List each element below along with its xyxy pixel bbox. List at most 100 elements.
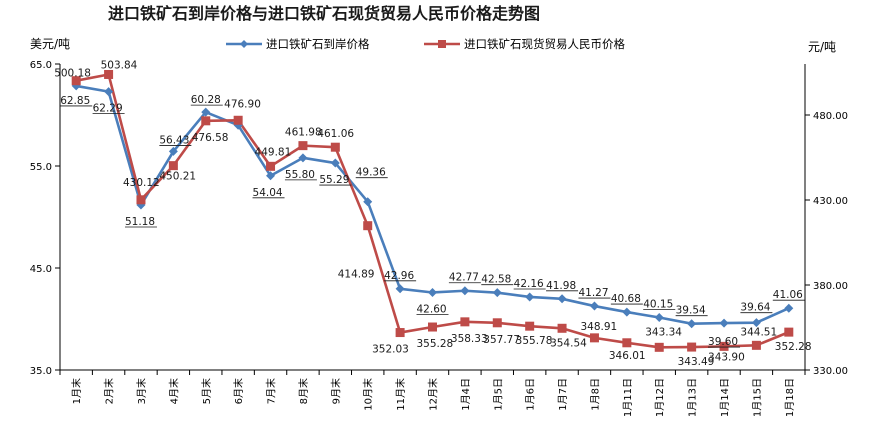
legend-item-series-1: 进口铁矿石到岸价格 [226, 37, 370, 51]
x-category-label: 2月末 [103, 378, 116, 404]
data-label-series-2: 461.06 [317, 128, 354, 140]
x-category-label: 1月15日 [751, 378, 763, 417]
x-category-label: 1月6日 [525, 378, 537, 411]
x-category-label: 9月末 [329, 378, 342, 404]
data-label-series-2: 500.18 [54, 68, 91, 80]
series-1-point [654, 312, 664, 322]
x-category-label: 1月13日 [687, 378, 699, 417]
series-2-point [784, 327, 794, 337]
data-label-series-1: 40.68 [611, 293, 641, 305]
series-1-point [266, 171, 276, 181]
series-2-point [266, 161, 276, 171]
x-category-label: 1月末 [70, 378, 83, 404]
series-1-point [428, 287, 437, 297]
series-2-point [395, 328, 405, 338]
data-label-series-1: 60.28 [191, 94, 221, 106]
series-1-point [589, 301, 599, 311]
series-1-point [330, 158, 340, 168]
left-tick-label: 35.0 [30, 366, 52, 377]
series-1-point [395, 284, 405, 294]
x-category-label: 7月末 [265, 378, 278, 404]
series-2-point [428, 322, 437, 332]
left-tick-label: 45.0 [30, 264, 52, 275]
x-category-label: 1月14日 [719, 378, 731, 417]
data-label-series-1: 42.77 [449, 272, 479, 284]
series-2-point [330, 142, 340, 152]
series-1-point [751, 318, 761, 328]
legend-label-series-1: 进口铁矿石到岸价格 [266, 37, 370, 51]
series-2-point [557, 323, 567, 333]
x-category-label: 1月7日 [557, 378, 569, 411]
series-1-point [719, 318, 729, 328]
data-label-series-1: 41.27 [578, 287, 608, 299]
x-category-label: 8月末 [297, 378, 310, 404]
series-2-point [589, 333, 599, 343]
series-2-point [168, 161, 178, 171]
x-category-label: 6月末 [232, 378, 245, 404]
right-tick-label: 480.00 [813, 111, 848, 122]
series-2-point [622, 338, 632, 348]
series-2-point [460, 317, 470, 327]
x-category-label: 1月18日 [784, 378, 796, 417]
data-label-series-1: 39.60 [708, 336, 738, 348]
legend-diamond-marker [240, 40, 248, 48]
legend-square-marker [438, 40, 446, 48]
data-label-series-1: 42.60 [417, 303, 447, 315]
data-label-series-2: 503.84 [101, 59, 138, 71]
legend-item-series-2: 进口铁矿石现货贸易人民币价格 [424, 37, 625, 51]
data-label-series-2: 343.90 [708, 351, 745, 363]
x-category-label: 1月12日 [654, 378, 666, 417]
data-label-series-2: 343.34 [645, 326, 682, 338]
data-label-series-2: 450.21 [159, 171, 196, 183]
legend-label-series-2: 进口铁矿石现货贸易人民币价格 [464, 37, 625, 51]
data-label-series-2: 354.54 [550, 337, 587, 349]
series-2-point [654, 342, 664, 352]
right-tick-label: 430.00 [813, 196, 848, 207]
chart-title: 进口铁矿石到岸价格与进口铁矿石现货贸易人民币价格走势图 [108, 4, 540, 23]
series-1-point [557, 294, 567, 304]
legend: 进口铁矿石到岸价格 进口铁矿石现货贸易人民币价格 [226, 37, 625, 51]
series-2-point [492, 318, 502, 328]
series-1-point [784, 303, 794, 313]
left-axis-ticks: 35.0 45.0 55.0 65.0 [30, 60, 60, 377]
data-label-series-1: 41.06 [773, 289, 803, 301]
series-1-point [363, 197, 373, 207]
series-2-point [233, 115, 243, 125]
series-2-point [687, 342, 697, 352]
series-2-point [201, 116, 211, 126]
right-axis-ticks: 330.00 380.00 430.00 480.00 [805, 111, 848, 377]
series-2-point [298, 141, 308, 151]
series-2-point [525, 321, 535, 331]
x-category-label: 1月5日 [492, 378, 504, 411]
data-label-series-1: 40.15 [643, 298, 673, 310]
data-label-series-1: 55.80 [285, 169, 315, 181]
data-label-series-2: 355.78 [516, 335, 553, 347]
data-label-series-2: 449.81 [255, 146, 292, 158]
x-category-label: 5月末 [200, 378, 213, 404]
data-label-series-1: 54.04 [253, 187, 283, 199]
series-2-point [363, 221, 373, 231]
series-1-point [201, 107, 211, 117]
series-2-point [136, 195, 146, 205]
series-2-point [104, 69, 114, 79]
data-label-series-1: 39.64 [740, 302, 770, 314]
series-1-point [104, 87, 114, 97]
series-1-point [460, 286, 470, 296]
series-1-point [492, 288, 502, 298]
data-label-series-2: 344.51 [740, 326, 777, 338]
right-tick-label: 380.00 [813, 281, 848, 292]
data-label-series-1: 42.16 [514, 278, 544, 290]
x-category-label: 12月末 [427, 378, 440, 411]
series-1-point [622, 307, 632, 317]
x-category-label: 3月末 [135, 378, 148, 404]
series-2-point [719, 341, 729, 351]
x-category-label: 11月末 [394, 378, 407, 411]
data-label-series-1: 39.54 [676, 305, 706, 317]
x-category-label: 1月8日 [589, 378, 601, 411]
left-tick-label: 65.0 [30, 60, 52, 71]
data-label-series-2: 352.03 [372, 344, 409, 356]
series-1-point [168, 146, 178, 156]
x-axis-ticks: 1月末 2月末 3月末 4月末 5月末 6月末 7月末 8月末 9月末 10月末 11月末 12月末 1… [59, 370, 806, 417]
